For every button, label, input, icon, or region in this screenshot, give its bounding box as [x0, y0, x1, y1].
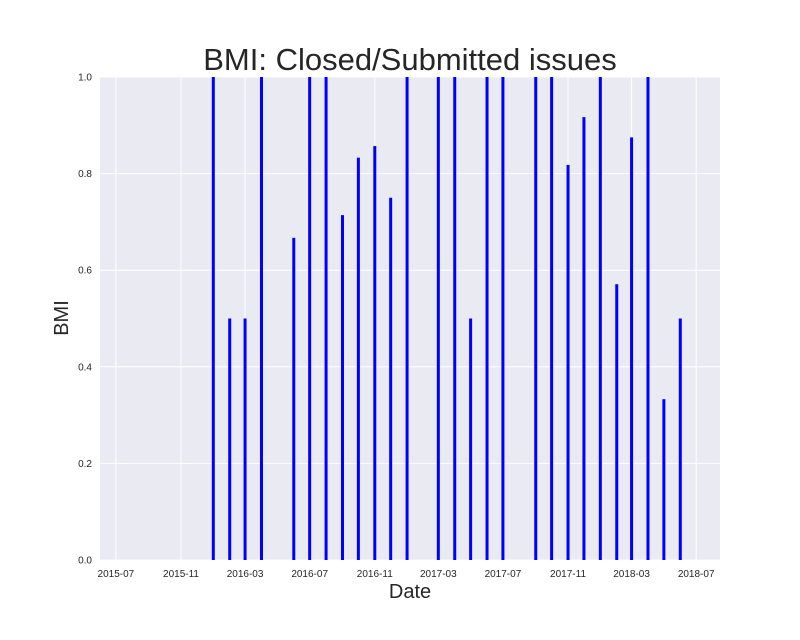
bar [566, 164, 570, 560]
bar-series [211, 77, 682, 561]
y-tick-label: 1.0 [78, 73, 92, 84]
bar [292, 237, 296, 561]
x-tick-label: 2017-11 [550, 569, 586, 580]
bar [308, 77, 312, 560]
x-tick-label: 2017-03 [420, 569, 457, 580]
bar [582, 117, 586, 561]
bar [485, 77, 489, 560]
bar [646, 77, 650, 560]
bar [405, 77, 409, 560]
y-tick-label: 0.4 [78, 362, 92, 373]
bar [324, 77, 328, 560]
bar [615, 284, 619, 560]
y-tick-label: 0.2 [78, 459, 92, 470]
x-tick-label: 2018-07 [678, 569, 715, 580]
bar [389, 197, 393, 560]
bar [550, 77, 554, 560]
x-tick-label: 2016-03 [227, 569, 264, 580]
y-tick-label: 0.6 [78, 266, 92, 277]
bar [678, 318, 682, 560]
chart-title: BMI: Closed/Submitted issues [203, 42, 617, 77]
bar [259, 77, 263, 560]
bar [211, 77, 215, 560]
bar [534, 77, 538, 560]
bar [228, 318, 232, 560]
bar [436, 77, 440, 560]
bar [340, 215, 344, 560]
bar [243, 318, 247, 560]
bar [356, 157, 360, 560]
x-tick-label: 2015-07 [98, 569, 135, 580]
x-tick-label: 2016-07 [291, 569, 328, 580]
x-axis-label: Date [389, 581, 431, 603]
y-axis-ticks: 0.0 0.2 0.4 0.6 0.8 1.0 [78, 73, 92, 567]
plot-area [100, 77, 720, 560]
x-tick-label: 2017-07 [485, 569, 522, 580]
bar [630, 137, 634, 560]
bar [373, 146, 377, 560]
bar [598, 77, 602, 560]
bar [662, 399, 666, 560]
y-tick-label: 0.8 [78, 169, 92, 180]
y-tick-label: 0.0 [78, 556, 92, 567]
x-axis-ticks: 2015-07 2015-11 2016-03 2016-07 2016-11 2017-… [98, 569, 715, 580]
bar [469, 318, 473, 560]
y-axis-label: BMI [51, 300, 73, 336]
x-tick-label: 2016-11 [357, 569, 393, 580]
bar [501, 77, 505, 560]
bar [453, 77, 457, 560]
x-tick-label: 2015-11 [163, 569, 199, 580]
x-tick-label: 2018-03 [613, 569, 650, 580]
